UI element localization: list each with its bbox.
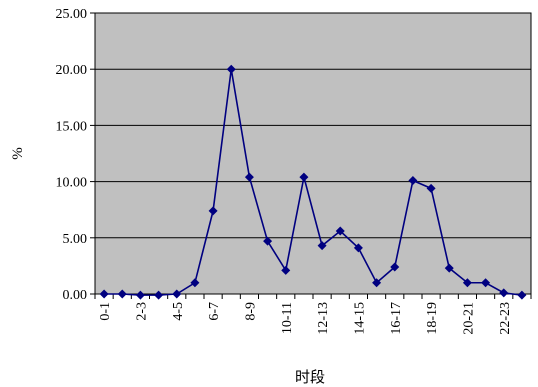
data-point-marker (317, 241, 327, 251)
y-tick-label: 15.00 (56, 119, 88, 134)
data-point-marker (335, 226, 345, 236)
data-point-marker (226, 64, 236, 74)
data-point-marker (426, 183, 436, 193)
y-tick-label: 10.00 (56, 176, 88, 191)
y-tick-label: 0.00 (63, 288, 88, 303)
data-point-marker (281, 265, 291, 275)
data-point-marker (444, 263, 454, 273)
data-point-marker (154, 290, 164, 300)
x-tick-label: 16-17 (389, 302, 404, 335)
x-tick-label: 4-5 (171, 302, 186, 321)
x-tick-label: 0-1 (98, 302, 113, 321)
data-point-marker (299, 172, 309, 182)
x-axis-ticks: 0-1 2-3 4-5 6-7 8-9 10-11 12-13 14-15 16-17 18-19… (94, 294, 532, 335)
y-axis-ticks: 0.00 5.00 10.00 15.00 20.00 25.00 (56, 7, 95, 303)
data-point-marker (190, 278, 200, 288)
x-tick-label: 2-3 (134, 302, 149, 321)
data-point-marker (408, 175, 418, 185)
x-tick-label: 14-15 (352, 302, 367, 335)
data-point-marker (135, 290, 145, 300)
x-tick-label: 22-23 (498, 302, 513, 335)
x-tick-label: 18-19 (425, 302, 440, 335)
data-point-marker (208, 206, 218, 216)
data-point-marker (372, 278, 382, 288)
data-point-marker (117, 289, 127, 299)
data-point-marker (390, 262, 400, 272)
x-tick-label: 8-9 (243, 302, 258, 321)
data-point-marker (244, 172, 254, 182)
data-point-marker (263, 236, 273, 246)
series-group (99, 64, 527, 300)
x-tick-label: 10-11 (280, 302, 295, 334)
plot-area (94, 12, 532, 295)
y-tick-label: 25.00 (56, 7, 88, 22)
y-tick-label: 5.00 (63, 232, 88, 247)
x-axis-label: 时段 (295, 368, 325, 386)
data-point-marker (517, 290, 527, 300)
data-point-marker (99, 289, 109, 299)
grid-lines (95, 68, 531, 239)
data-point-marker (172, 289, 182, 299)
data-point-marker (481, 278, 491, 288)
y-tick-label: 20.00 (56, 63, 88, 78)
data-point-marker (462, 278, 472, 288)
x-tick-label: 6-7 (207, 302, 222, 321)
x-tick-label: 20-21 (461, 302, 476, 335)
y-axis-label: % (10, 147, 26, 160)
x-tick-label: 12-13 (316, 302, 331, 335)
data-point-marker (353, 243, 363, 253)
data-point-marker (499, 288, 509, 298)
